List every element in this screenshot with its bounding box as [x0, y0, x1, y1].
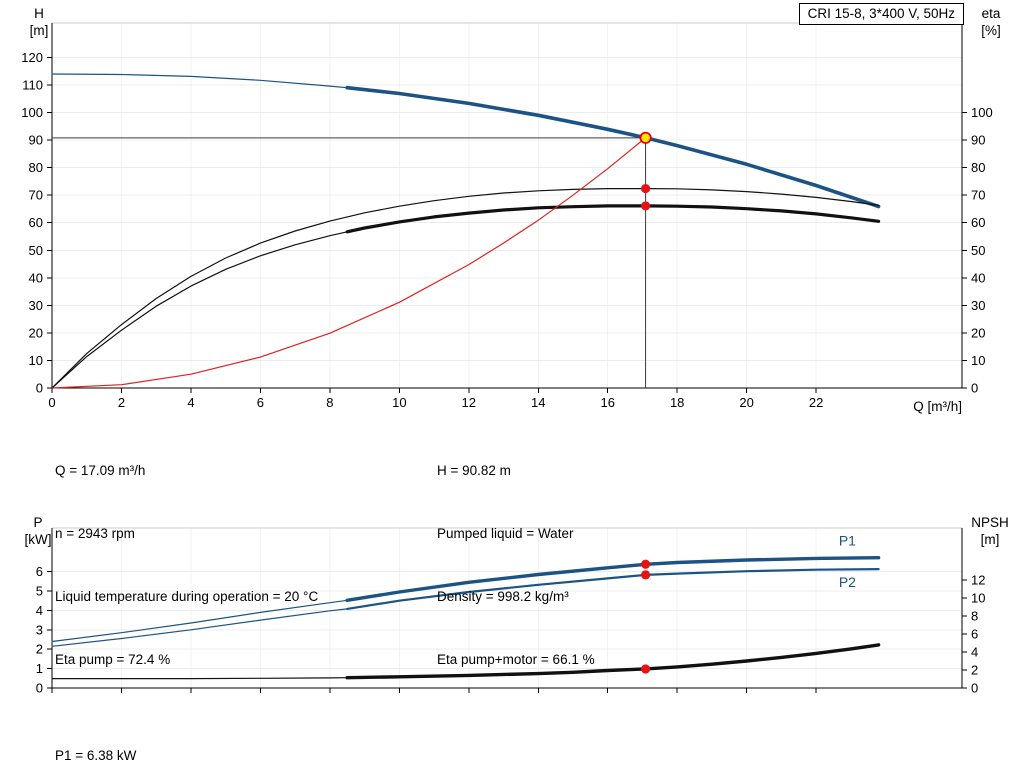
svg-text:22: 22 [809, 395, 823, 410]
svg-text:0: 0 [36, 681, 43, 696]
svg-text:4: 4 [36, 603, 43, 618]
svg-text:60: 60 [29, 215, 43, 230]
svg-text:20: 20 [971, 325, 985, 340]
svg-text:0: 0 [36, 381, 43, 396]
head-axis-title: H [m] [22, 5, 56, 39]
svg-text:50: 50 [971, 243, 985, 258]
svg-text:30: 30 [29, 298, 43, 313]
operating-point-info-right: H = 90.82 m Pumped liquid = Water Densit… [437, 418, 595, 712]
info-line-eta-pump: Eta pump = 72.4 % [55, 652, 171, 667]
svg-text:0: 0 [48, 395, 55, 410]
svg-text:2: 2 [118, 395, 125, 410]
svg-text:40: 40 [971, 270, 985, 285]
svg-text:3: 3 [36, 622, 43, 637]
npsh-axis-title: NPSH [m] [962, 514, 1018, 548]
svg-text:110: 110 [22, 77, 43, 92]
eta-axis-title-unit: [%] [981, 23, 1001, 38]
svg-text:18: 18 [670, 395, 684, 410]
svg-text:0: 0 [971, 381, 978, 396]
info-line-liquid: Pumped liquid = Water [437, 526, 574, 541]
npsh-axis-title-symbol: NPSH [971, 515, 1009, 530]
eta-axis-title-symbol: eta [981, 6, 1001, 21]
info-line-density: Density = 998.2 kg/m³ [437, 589, 569, 604]
svg-text:16: 16 [600, 395, 614, 410]
svg-text:12: 12 [462, 395, 476, 410]
svg-text:6: 6 [36, 564, 43, 579]
svg-text:P1: P1 [839, 532, 856, 548]
svg-text:100: 100 [971, 105, 993, 120]
head-axis-title-unit: [m] [29, 23, 49, 38]
power-npsh-info: P1 = 6.38 kW P2 = 5.832 kW NPSH = 2.12 m [55, 703, 149, 781]
power-axis-title-symbol: P [33, 515, 43, 530]
svg-text:2: 2 [971, 663, 978, 678]
svg-text:10: 10 [29, 353, 43, 368]
operating-point-info-left: Q = 17.09 m³/h n = 2943 rpm Liquid tempe… [55, 418, 318, 712]
power-axis-title-unit: [kW] [24, 532, 52, 547]
power-axis-title: P [kW] [16, 514, 60, 548]
svg-text:20: 20 [739, 395, 753, 410]
svg-text:14: 14 [531, 395, 545, 410]
head-axis-title-symbol: H [34, 6, 44, 21]
svg-text:120: 120 [21, 50, 43, 65]
svg-text:4: 4 [971, 645, 978, 660]
eta-axis-title: eta [%] [970, 5, 1012, 39]
svg-text:70: 70 [29, 188, 43, 203]
svg-text:80: 80 [971, 160, 985, 175]
svg-text:90: 90 [29, 133, 43, 148]
svg-text:50: 50 [29, 243, 43, 258]
info-line-p1: P1 = 6.38 kW [55, 748, 137, 763]
svg-text:0: 0 [971, 681, 978, 696]
svg-text:10: 10 [392, 395, 406, 410]
svg-text:90: 90 [971, 133, 985, 148]
info-line-eta-total: Eta pump+motor = 66.1 % [437, 652, 595, 667]
svg-text:40: 40 [29, 270, 43, 285]
svg-text:2: 2 [36, 642, 43, 657]
svg-text:80: 80 [29, 160, 43, 175]
svg-text:5: 5 [36, 584, 43, 599]
svg-text:6: 6 [971, 627, 978, 642]
flow-axis-title: Q [m³/h] [913, 399, 962, 414]
info-line-q: Q = 17.09 m³/h [55, 463, 146, 478]
info-line-speed: n = 2943 rpm [55, 526, 135, 541]
npsh-axis-title-unit: [m] [980, 532, 1000, 547]
svg-text:20: 20 [29, 325, 43, 340]
svg-text:4: 4 [187, 395, 194, 410]
svg-text:100: 100 [21, 105, 43, 120]
svg-text:60: 60 [971, 215, 985, 230]
svg-text:70: 70 [971, 188, 985, 203]
info-line-temperature: Liquid temperature during operation = 20… [55, 589, 319, 604]
svg-text:6: 6 [257, 395, 264, 410]
svg-text:P2: P2 [839, 574, 856, 590]
svg-text:8: 8 [971, 609, 978, 624]
svg-text:12: 12 [971, 573, 985, 588]
svg-text:10: 10 [971, 591, 985, 606]
info-line-head: H = 90.82 m [437, 463, 511, 478]
svg-text:1: 1 [36, 661, 43, 676]
svg-text:30: 30 [971, 298, 985, 313]
svg-text:10: 10 [971, 353, 985, 368]
pump-model-title: CRI 15-8, 3*400 V, 50Hz [798, 3, 964, 25]
svg-text:8: 8 [326, 395, 333, 410]
